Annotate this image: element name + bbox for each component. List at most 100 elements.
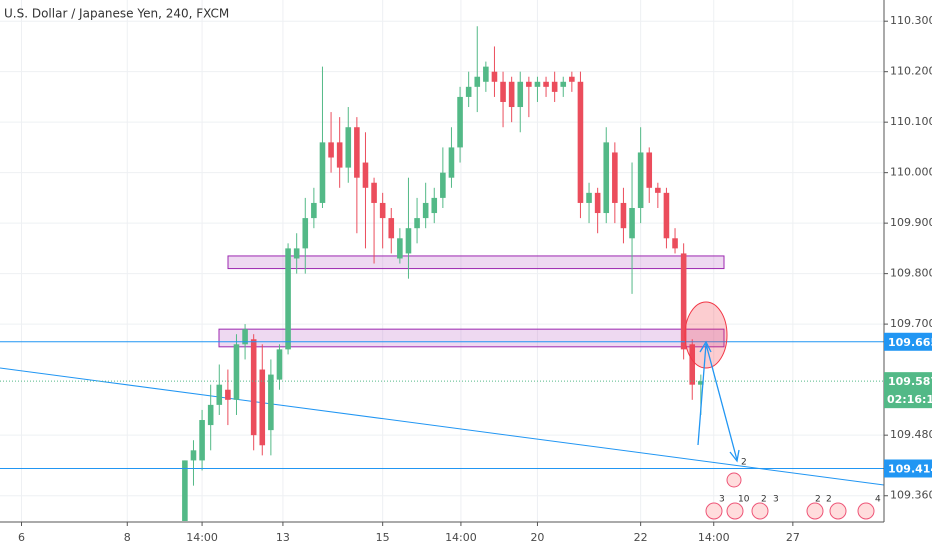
price-tag [884, 332, 932, 351]
price-axis-bg [884, 0, 932, 550]
candle-body [448, 147, 455, 178]
price-tag [884, 459, 932, 478]
y-tick-label: 109.800 [890, 267, 932, 280]
candle-body [586, 192, 592, 203]
arrow-head [729, 449, 740, 463]
candle-body [405, 228, 412, 254]
candles [182, 26, 704, 521]
candle-body [328, 142, 334, 158]
event-count: 3 [773, 495, 779, 505]
last-price-tag [884, 372, 932, 409]
candle-body [182, 460, 188, 521]
highlight-ellipse [684, 301, 728, 369]
event-count: 10 [738, 495, 750, 505]
price-tag-label: 109.665 [888, 336, 932, 349]
candle-body [543, 81, 549, 87]
x-tick-label: 8 [124, 531, 131, 544]
candle-body [250, 339, 257, 436]
event-count: 2 [761, 495, 767, 505]
candle-body [637, 152, 644, 208]
candle-body [655, 187, 661, 193]
candle-body [199, 420, 205, 461]
candle-body [345, 127, 352, 168]
candle-body [680, 253, 687, 350]
candle-body [259, 369, 266, 446]
arrow-head [699, 340, 712, 353]
x-tick-label: 6 [18, 531, 25, 544]
candle-body [354, 127, 360, 178]
candle-body [293, 248, 300, 259]
candle-body [371, 182, 377, 203]
events: 2 3 10 2 3 2 2 4 [705, 458, 881, 520]
y-tick-label: 109.360 [890, 489, 932, 502]
event-count: 2 [826, 495, 832, 505]
x-tick-label: 13 [276, 531, 290, 544]
event-icon [726, 502, 744, 520]
trend-line [0, 367, 885, 486]
candle-body [500, 81, 506, 102]
event-count: 2 [741, 458, 747, 468]
y-tick-label: 109.900 [890, 216, 932, 229]
candle-body [612, 152, 618, 203]
event-count: 2 [815, 495, 821, 505]
candle-body [207, 404, 214, 426]
candle-body [233, 344, 240, 400]
candle-body [526, 81, 532, 87]
candle-body [190, 450, 197, 461]
last-price-label: 109.587 [888, 375, 932, 388]
candle-body [276, 349, 283, 380]
candle-body [620, 202, 627, 229]
y-tick-label: 110.100 [890, 115, 932, 128]
candle-body [362, 162, 369, 188]
y-tick-label: 110.000 [890, 166, 932, 179]
event-count: 3 [719, 495, 725, 505]
grid [0, 0, 884, 522]
candle-body [440, 172, 446, 198]
candle-body [698, 381, 704, 385]
candle-body [508, 81, 515, 108]
countdown: 02:16:15 [887, 393, 932, 406]
candle-body [577, 81, 584, 203]
candle-body [534, 81, 541, 87]
candle-body [302, 218, 309, 249]
zones [218, 255, 725, 348]
time-axis-bg [0, 522, 884, 550]
candle-body [474, 76, 481, 87]
candle-body [397, 238, 403, 259]
candle-body [414, 218, 420, 229]
x-tick-label: 22 [634, 531, 648, 544]
candle-body [465, 86, 472, 97]
x-tick-label: 14:00 [698, 531, 730, 544]
event-icon [726, 472, 742, 488]
candle-body [569, 76, 575, 82]
x-tick-label: 20 [530, 531, 544, 544]
candle-body [285, 248, 291, 350]
candle-body [431, 197, 438, 214]
x-tick-label: 15 [376, 531, 390, 544]
y-tick-label: 110.200 [890, 65, 932, 78]
candle-body [663, 192, 670, 239]
candle-body [319, 142, 326, 203]
candle-body [491, 71, 498, 82]
candle-body [216, 384, 223, 405]
candle-body [483, 66, 489, 82]
candle-body [388, 218, 395, 239]
candle-body [517, 81, 524, 108]
candle-body [422, 202, 429, 219]
candle-body [242, 329, 248, 345]
candle-body [594, 192, 601, 214]
candle-body [457, 96, 463, 148]
y-tick-label: 110.300 [890, 14, 932, 27]
candle-body [603, 142, 610, 214]
zone [218, 328, 725, 348]
x-tick-label: 14:00 [186, 531, 218, 544]
x-tick-label: 14:00 [445, 531, 477, 544]
candle-body [225, 389, 231, 400]
event-icon [751, 502, 769, 520]
zone [227, 255, 725, 270]
candle-body [629, 207, 635, 239]
projection-path [697, 343, 738, 461]
event-icon [806, 502, 824, 520]
